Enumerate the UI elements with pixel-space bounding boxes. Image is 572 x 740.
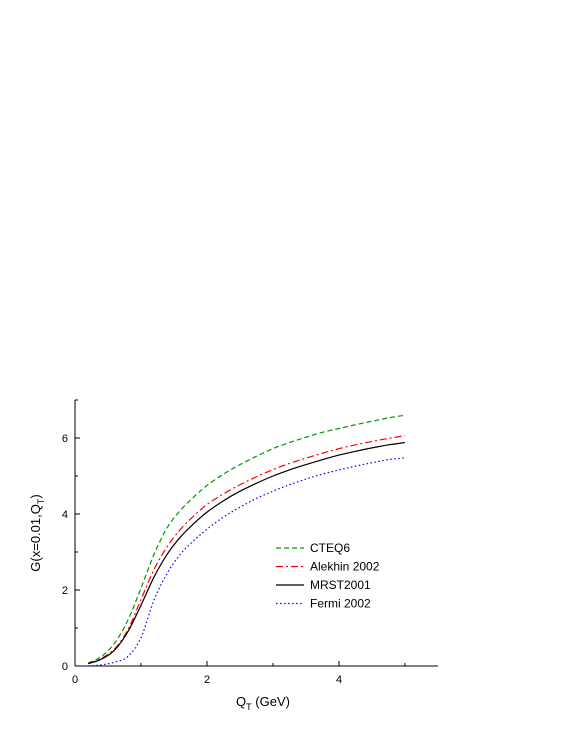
x-tick-label: 2 — [204, 674, 210, 686]
x-tick-label: 0 — [72, 674, 78, 686]
ticks: 0 2 4 0 2 4 6 — [62, 399, 406, 686]
series-line-alekhin-2002 — [87, 435, 406, 664]
axes — [74, 400, 438, 667]
y-axis-title-main: G(x=0.01,Q — [28, 504, 43, 572]
legend-label: CTEQ6 — [310, 541, 350, 555]
y-axis-title-sub: T — [36, 498, 46, 504]
legend-label: Alekhin 2002 — [310, 560, 380, 574]
series-line-cteq6 — [87, 414, 406, 664]
y-tick-label: 6 — [62, 433, 68, 445]
x-axis-title-sub: T — [246, 702, 252, 712]
x-axis-title: QT (GeV) — [236, 694, 290, 712]
y-tick-label: 2 — [62, 585, 68, 597]
legend-label: MRST2001 — [310, 578, 371, 592]
series-line-fermi-2002 — [88, 457, 406, 667]
series-line-mrst2001 — [88, 441, 406, 665]
x-axis-title-main: Q — [236, 694, 246, 709]
x-tick-label: 4 — [336, 674, 342, 686]
y-axis-title-close: ) — [28, 494, 43, 498]
curves — [87, 414, 406, 667]
x-axis-title-unit: (GeV) — [252, 694, 290, 709]
y-tick-label: 4 — [62, 509, 68, 521]
legend-label: Fermi 2002 — [310, 597, 371, 611]
y-tick-label: 0 — [62, 661, 68, 673]
y-axis-title: G(x=0.01,QT) — [28, 494, 46, 571]
legend: CTEQ6 Alekhin 2002 MRST2001 Fermi 2002 — [276, 541, 380, 611]
